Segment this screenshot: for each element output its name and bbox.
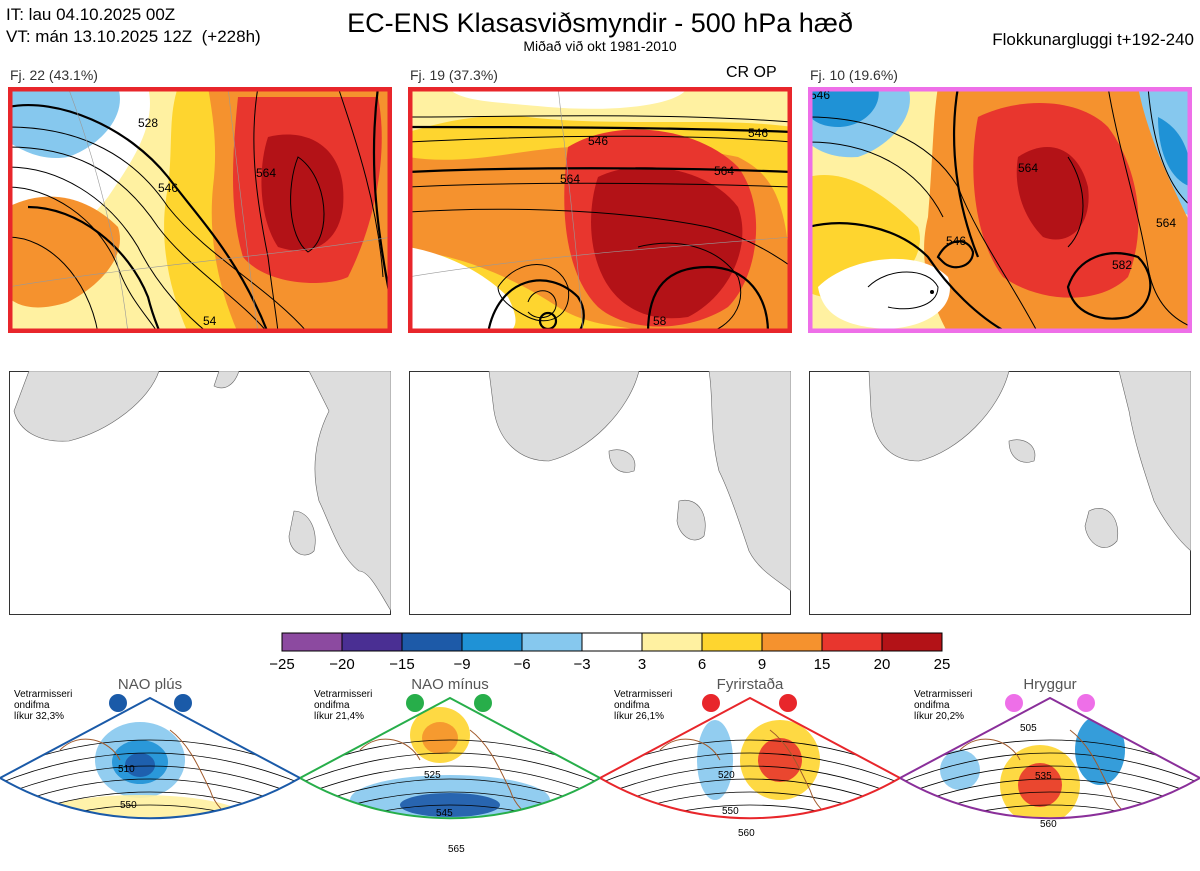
regime-frame: [300, 696, 600, 820]
cluster-map-1: 546 528 564 54: [8, 87, 392, 333]
regime-contour-label: 565: [448, 844, 465, 855]
cluster-map-2: 546 564 546 564 58: [408, 87, 792, 333]
page-title: EC-ENS Klasasviðsmyndir - 500 hPa hæð: [347, 8, 853, 38]
colorbar-swatch: [581, 632, 643, 652]
colorbar-swatch: [341, 632, 403, 652]
regime-frame: [0, 696, 300, 820]
regime-marker-dot: [779, 694, 797, 712]
regime-note: Vetrarmisseri ondifma líkur 32,3%: [14, 689, 73, 722]
regime-marker-dot: [474, 694, 492, 712]
cluster-map-3: 546 564 546 582 564: [808, 87, 1192, 333]
regime-marker-dot: [702, 694, 720, 712]
contour-label: 546: [588, 134, 608, 148]
cluster-frame: [808, 87, 1192, 333]
colorbar-swatch: [281, 632, 343, 652]
colorbar-tick-label: 15: [813, 656, 831, 673]
colorbar-tick-label: −25: [269, 656, 295, 673]
base-map-3: [809, 371, 1191, 615]
regime-marker-dot: [109, 694, 127, 712]
base-map-1: [9, 371, 391, 615]
regime-map-4: 505 535 560: [900, 694, 1200, 830]
header-info: IT: lau 04.10.2025 00Z VT: mán 13.10.2025…: [6, 4, 261, 48]
regime-title: NAO mínus: [411, 676, 489, 693]
regime-frame: [900, 696, 1200, 820]
cr-op-label: CR OP: [726, 64, 777, 81]
contour-label: 564: [1018, 161, 1038, 175]
regime-marker-dot: [174, 694, 192, 712]
page-subtitle: Miðað við okt 1981-2010: [523, 38, 677, 54]
cluster-1-label: Fj. 22 (43.1%): [10, 67, 98, 83]
regime-note: Vetrarmisseri ondifma líkur 21,4%: [314, 689, 373, 722]
colorbar-tick-label: 6: [697, 656, 707, 673]
colorbar-swatch: [761, 632, 823, 652]
regime-marker-dot: [1005, 694, 1023, 712]
regime-contour-label: 525: [424, 770, 441, 781]
contour-label: 564: [714, 164, 734, 178]
cluster-frame: [8, 87, 392, 333]
colorbar-swatch: [521, 632, 583, 652]
colorbar-tick-label: −9: [453, 656, 471, 673]
regime-contour-label: 520: [718, 770, 735, 781]
regime-contour-label: 510: [118, 764, 135, 775]
regime-contour-label: 560: [1040, 819, 1057, 830]
contour-label: 564: [1156, 216, 1176, 230]
colorbar-tick-label: −6: [513, 656, 531, 673]
colorbar-tick-label: 3: [637, 656, 647, 673]
colorbar-tick-label: −3: [573, 656, 591, 673]
it-line: IT: lau 04.10.2025 00Z: [6, 5, 176, 24]
colorbar-tick-label: 9: [757, 656, 767, 673]
regime-note: Vetrarmisseri ondifma líkur 20,2%: [914, 689, 973, 722]
regime-title: Hryggur: [1023, 676, 1077, 693]
contour-label: 564: [256, 166, 276, 180]
colorbar-tick-label: −15: [389, 656, 415, 673]
regime-contour-label: 560: [738, 828, 755, 839]
contour-label: 54: [203, 314, 217, 328]
contour-label: 546: [946, 234, 966, 248]
contour-label: 58: [653, 314, 667, 328]
regime-contour-label: 550: [722, 806, 739, 817]
cluster-frame: [408, 87, 792, 333]
cluster-2-label: Fj. 19 (37.3%): [410, 67, 498, 83]
regime-title: NAO plús: [117, 676, 183, 693]
regime-map-3: 520 550 560: [600, 694, 900, 839]
colorbar-tick-label: −20: [329, 656, 355, 673]
colorbar: [281, 632, 943, 652]
vt-line: VT: mán 13.10.2025 12Z (+228h): [6, 27, 261, 46]
regime-contour-label: 550: [120, 800, 137, 811]
contour-label: 528: [138, 116, 158, 130]
regime-contour-label: 545: [436, 808, 453, 819]
regime-map-1: 510 550: [0, 694, 300, 820]
regime-marker-dot: [406, 694, 424, 712]
contour-label: 564: [560, 172, 580, 186]
colorbar-swatch: [821, 632, 883, 652]
regime-marker-dot: [1077, 694, 1095, 712]
regime-title: Fyrirstaða: [716, 676, 784, 693]
regime-contour-label: 535: [1035, 771, 1052, 782]
window-label: Flokkunargluggi t+192-240: [992, 30, 1194, 49]
colorbar-swatch: [401, 632, 463, 652]
colorbar-swatch: [641, 632, 703, 652]
colorbar-tick-label: 25: [933, 656, 951, 673]
regime-frame: [600, 696, 900, 820]
contour-label: 582: [1112, 258, 1132, 272]
regime-map-2: 525 545 565: [300, 694, 600, 855]
contour-label: 546: [158, 181, 178, 195]
regime-contour-label: 505: [1020, 723, 1037, 734]
colorbar-swatch: [701, 632, 763, 652]
regime-note: Vetrarmisseri ondifma líkur 26,1%: [614, 689, 673, 722]
contour-label: 546: [748, 126, 768, 140]
colorbar-swatch: [881, 632, 943, 652]
colorbar-tick-label: 20: [873, 656, 891, 673]
colorbar-swatch: [461, 632, 523, 652]
base-map-2: [409, 371, 791, 615]
cluster-3-label: Fj. 10 (19.6%): [810, 67, 898, 83]
